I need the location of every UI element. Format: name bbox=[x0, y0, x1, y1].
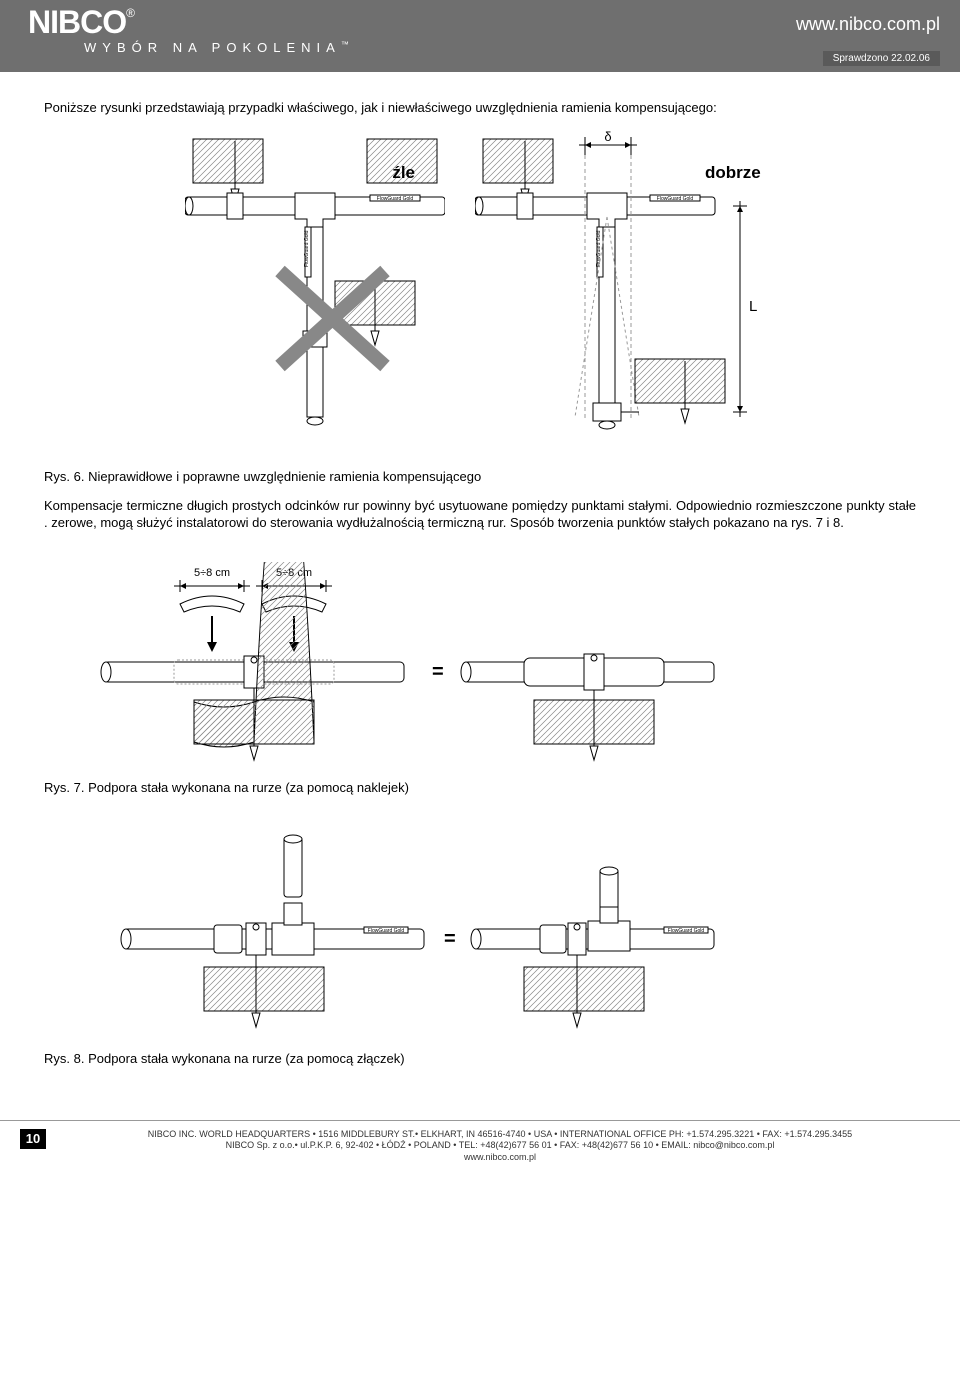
figure-7: 5÷8 cm 5÷8 cm bbox=[44, 562, 916, 762]
page-header: NIBCO® WYBÓR NA POKOLENIA™ www.nibco.com… bbox=[0, 0, 960, 72]
pipe-label-v2: FlowGuard Gold bbox=[596, 230, 602, 267]
equals-sign: = bbox=[432, 661, 444, 683]
fig7-svg: 5÷8 cm 5÷8 cm bbox=[44, 562, 724, 762]
footer-line3: www.nibco.com.pl bbox=[60, 1152, 940, 1164]
L-label: L bbox=[749, 298, 757, 315]
dim-left: 5÷8 cm bbox=[194, 567, 230, 579]
trademark: ™ bbox=[341, 40, 349, 49]
pipe-label4: FlowGuard Gold bbox=[668, 928, 705, 934]
footer-text: NIBCO INC. WORLD HEADQUARTERS • 1516 MID… bbox=[60, 1129, 940, 1164]
intro-text: Poniższe rysunki przedstawiają przypadki… bbox=[44, 100, 916, 115]
fig6-bad: źle Flow bbox=[185, 131, 445, 451]
logo-block: NIBCO® WYBÓR NA POKOLENIA™ bbox=[28, 6, 349, 55]
figure-8: FlowGuard Gold = FlowGuard Gold bbox=[44, 833, 916, 1033]
figure-6: źle Flow bbox=[44, 131, 916, 451]
fig8-svg: FlowGuard Gold = FlowGuard Gold bbox=[44, 833, 724, 1033]
label-bad: źle bbox=[392, 163, 415, 183]
fig7-caption: Rys. 7. Podpora stała wykonana na rurze … bbox=[44, 780, 916, 795]
header-url: www.nibco.com.pl bbox=[796, 14, 940, 35]
pipe-label-v: FlowGuard Gold bbox=[304, 230, 310, 267]
page-number: 10 bbox=[20, 1129, 46, 1149]
header-checked: Sprawdzono 22.02.06 bbox=[823, 51, 940, 66]
label-good: dobrze bbox=[705, 163, 761, 183]
page-content: Poniższe rysunki przedstawiają przypadki… bbox=[0, 72, 960, 1090]
delta-label: δ bbox=[604, 131, 611, 144]
fig8-caption: Rys. 8. Podpora stała wykonana na rurze … bbox=[44, 1051, 916, 1066]
pipe-label3: FlowGuard Gold bbox=[368, 928, 405, 934]
tagline: WYBÓR NA POKOLENIA™ bbox=[28, 40, 349, 55]
equals-sign-2: = bbox=[444, 928, 456, 950]
registered-mark: ® bbox=[126, 6, 135, 20]
pipe-label: FlowGuard Gold bbox=[377, 196, 414, 202]
fig6-good: dobrze δ bbox=[475, 131, 775, 451]
brand-logo: NIBCO bbox=[28, 4, 126, 40]
footer-line1: NIBCO INC. WORLD HEADQUARTERS • 1516 MID… bbox=[60, 1129, 940, 1141]
pipe-label2: FlowGuard Gold bbox=[657, 196, 694, 202]
fig6-body: Kompensacje termiczne długich prostych o… bbox=[44, 498, 916, 532]
footer-line2: NIBCO Sp. z o.o.• ul.P.K.P. 6, 92-402 • … bbox=[60, 1140, 940, 1152]
page-footer: 10 NIBCO INC. WORLD HEADQUARTERS • 1516 … bbox=[0, 1120, 960, 1176]
fig6-caption: Rys. 6. Nieprawidłowe i poprawne uwzględ… bbox=[44, 469, 916, 484]
